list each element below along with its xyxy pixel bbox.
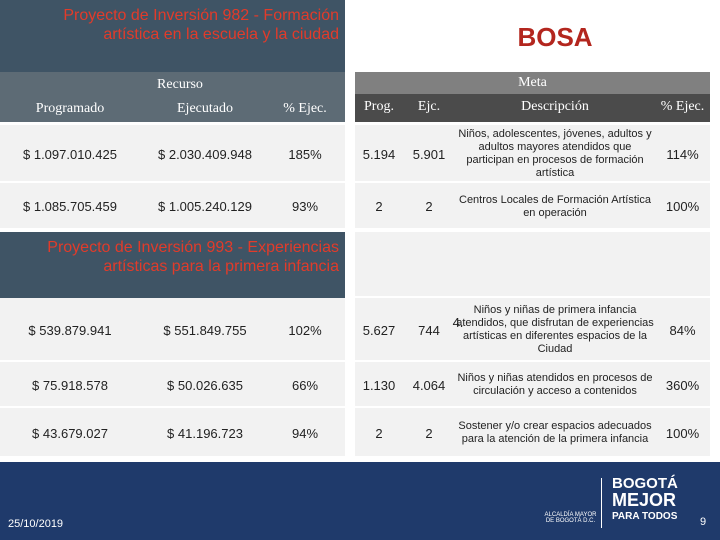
- table-cell: 5.901: [412, 146, 446, 162]
- table-cell: Sostener y/o crear espacios adecuados pa…: [458, 420, 652, 445]
- row-bg: [355, 362, 710, 406]
- recurso-header: Recurso: [157, 77, 203, 92]
- logo-text: BOGOTÁ: [612, 475, 678, 492]
- table-cell: $ 551.849.755: [163, 322, 247, 338]
- table-cell: 114%: [666, 146, 699, 162]
- project-title: Proyecto de Inversión 982 - Formación ar…: [0, 0, 345, 72]
- logo-text: PARA TODOS: [612, 511, 678, 522]
- table-cell: $ 1.005.240.129: [158, 199, 252, 214]
- table-cell: 66%: [291, 377, 319, 393]
- table-cell: 185%: [288, 146, 322, 162]
- logo-text: MEJOR: [612, 490, 677, 510]
- row-bg: [0, 408, 345, 456]
- locality: BOSA: [517, 22, 593, 52]
- row-bg: [0, 183, 345, 228]
- header-bg: [0, 72, 345, 122]
- alcaldia-logo: ALCALDÍA MAYOR DE BOGOTÁ D.C.: [540, 478, 602, 528]
- table-cell: 2: [375, 425, 383, 441]
- row-bg: [0, 298, 345, 360]
- table-cell: 2: [425, 425, 433, 441]
- table-cell: 1.130: [362, 377, 396, 393]
- row-bg: [355, 125, 710, 181]
- table-cell: 5.627: [362, 322, 396, 338]
- column-header: Descripción: [521, 99, 589, 114]
- row-bg: [0, 125, 345, 181]
- table-cell: 2: [425, 199, 433, 214]
- row-bg: [355, 183, 710, 228]
- table-cell: $ 539.879.941: [28, 322, 112, 338]
- table-cell: 744: [418, 322, 440, 338]
- table-cell: Centros Locales de Formación Artística e…: [459, 193, 651, 219]
- table-cell: $ 41.196.723: [167, 425, 243, 441]
- table-cell: 102%: [288, 322, 322, 338]
- table-cell: 100%: [665, 425, 700, 441]
- table-cell: Niños, adolescentes, jóvenes, adultos y …: [458, 128, 652, 179]
- row-bg: [355, 298, 710, 360]
- meta-header: Meta: [355, 72, 710, 94]
- table-cell: $ 50.026.635: [167, 377, 243, 393]
- table-cell: Niños y niñas de primera infancia atendi…: [456, 304, 654, 355]
- table-cell: 2: [375, 199, 383, 214]
- column-header: Ejc.: [417, 99, 441, 114]
- column-header: % Ejec.: [660, 99, 705, 114]
- row-bg: [355, 408, 710, 456]
- table-cell: 5.194: [362, 146, 396, 162]
- header-bg: [355, 94, 710, 122]
- table-cell: $ 1.085.705.459: [23, 199, 117, 214]
- page-number: 9: [700, 516, 707, 528]
- table-cell: 93%: [291, 199, 319, 214]
- column-header: % Ejec.: [283, 101, 327, 116]
- row-bg: [355, 232, 710, 296]
- column-header: Prog.: [364, 99, 394, 114]
- table-cell: 84%: [669, 322, 696, 338]
- bogota-logo: BOGOTÁ MEJOR PARA TODOS: [612, 476, 692, 524]
- table-cell: Niños y niñas atendidos en procesos de c…: [457, 372, 653, 397]
- table-cell: 360%: [665, 377, 700, 393]
- list-marker: 4.: [452, 314, 464, 330]
- project-title: Proyecto de Inversión 993 - Experiencias…: [0, 232, 345, 298]
- table-cell: $ 75.918.578: [32, 377, 108, 393]
- row-bg: [0, 362, 345, 406]
- table-cell: 100%: [665, 199, 700, 214]
- table-cell: 4.064: [412, 377, 446, 393]
- date: 25/10/2019: [8, 518, 64, 530]
- column-header: Programado: [35, 101, 105, 116]
- table-cell: $ 1.097.010.425: [23, 146, 117, 162]
- footer-band: [0, 462, 720, 540]
- table-cell: $ 43.679.027: [32, 425, 108, 441]
- column-header: Ejecutado: [177, 101, 233, 116]
- table-cell: $ 2.030.409.948: [158, 146, 252, 162]
- table-cell: 94%: [291, 425, 319, 441]
